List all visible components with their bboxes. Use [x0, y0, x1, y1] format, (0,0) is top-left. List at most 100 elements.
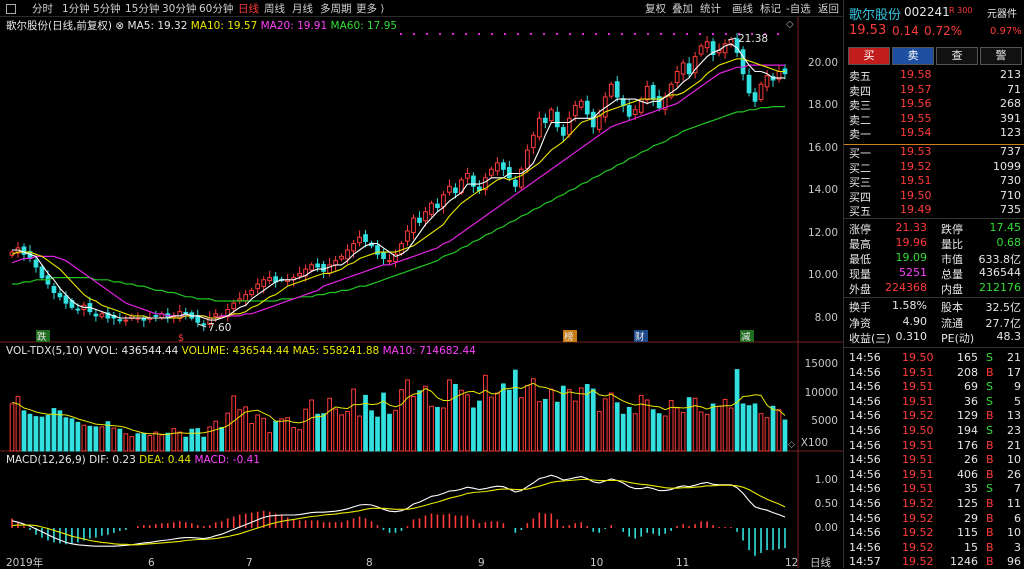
tab-more[interactable]: 更多 ⟩ — [356, 3, 385, 15]
bid-label: 买四 — [849, 190, 871, 204]
reference-dot — [582, 33, 584, 35]
candle — [734, 38, 740, 53]
reference-dot — [478, 33, 480, 35]
candle — [501, 162, 506, 170]
stat-value: 212176 — [979, 281, 1021, 294]
volume-bar — [566, 389, 572, 452]
stat-label: 跌停 — [941, 223, 963, 236]
candle — [231, 302, 237, 310]
event-marker-finance[interactable] — [634, 330, 648, 342]
stat-label: 量比 — [941, 238, 963, 251]
volume-bar — [758, 413, 764, 452]
event-marker-dollar-label[interactable]: $ — [178, 333, 184, 344]
volume-bar — [333, 408, 338, 452]
stat-label: 总量 — [941, 268, 963, 281]
dif-label: DIF: 0.23 — [89, 454, 136, 466]
mark-button[interactable]: 标记 — [760, 3, 781, 15]
volume-bar — [75, 421, 81, 452]
arrow-icon[interactable]: ◇ — [788, 440, 795, 450]
fuquan-button[interactable]: 复权 — [645, 3, 666, 15]
volume-bar — [716, 405, 722, 452]
volume-bar — [291, 426, 296, 452]
tick-row: 14:56 19.52 29 B 6 — [844, 512, 1024, 526]
volume-bar — [608, 392, 614, 452]
tab-15min[interactable]: 15分钟 — [125, 3, 160, 15]
volume-bar — [393, 409, 398, 452]
stat-value: 21.33 — [895, 221, 928, 234]
collapse-icon[interactable]: ⊗ — [115, 20, 125, 32]
event-marker-rank[interactable] — [563, 330, 577, 342]
tab-30min[interactable]: 30分钟 — [162, 3, 197, 15]
ma10-line — [11, 58, 785, 319]
ask-price: 19.54 — [900, 126, 932, 140]
event-marker-fall[interactable] — [36, 330, 50, 342]
volume-bar — [477, 400, 482, 452]
volume-bar — [201, 436, 207, 452]
candle — [572, 105, 578, 117]
volume-bar — [435, 406, 440, 452]
vol-tick: 5000 — [811, 415, 838, 427]
tick-side: B — [986, 526, 994, 540]
reference-dot — [621, 33, 623, 35]
candle — [255, 283, 261, 290]
ask-row: 卖二 19.55 391 — [844, 112, 1024, 127]
volume-bar — [614, 402, 620, 452]
tab-5min[interactable]: 5分钟 — [93, 3, 121, 15]
tab-weekly[interactable]: 周线 — [264, 3, 285, 15]
tick-count: 21 — [1007, 438, 1021, 452]
candle — [345, 249, 350, 260]
tick-price: 19.51 — [902, 394, 934, 408]
tab-multi-period[interactable]: 多周期 — [320, 3, 352, 15]
volume-bar — [656, 413, 662, 452]
alert-button[interactable]: 警 — [980, 47, 1022, 65]
stat-row: 涨停 21.33 跌停 17.45 — [844, 221, 1024, 236]
reference-dot — [413, 33, 415, 35]
volume-bar — [33, 416, 39, 452]
back-button[interactable]: 返回 — [818, 3, 839, 15]
volume-bar — [27, 413, 33, 452]
volume-bar — [177, 431, 183, 452]
candle — [381, 252, 386, 260]
query-button[interactable]: 查 — [936, 47, 978, 65]
stat-label: 收益(三) — [849, 332, 891, 345]
volume-bar — [584, 383, 590, 452]
tab-60min[interactable]: 60分钟 — [199, 3, 234, 15]
tick-row: 14:56 19.51 26 B 10 — [844, 453, 1024, 467]
candle — [387, 260, 392, 263]
tick-price: 19.50 — [902, 424, 934, 437]
stats-button[interactable]: 统计 — [700, 3, 721, 15]
tick-time: 14:56 — [849, 365, 881, 379]
reference-dot — [673, 33, 675, 35]
ask-row: 卖四 19.57 71 — [844, 82, 1024, 98]
buy-button[interactable]: 买 — [848, 47, 890, 65]
overlay-button[interactable]: 叠加 — [672, 3, 693, 15]
tick-price: 19.51 — [902, 380, 934, 394]
event-marker-reduce[interactable] — [740, 330, 754, 342]
volume-bar — [692, 397, 698, 452]
watchlist-button[interactable]: -自选 — [786, 3, 811, 15]
sector-label[interactable]: 元器件 — [987, 9, 1017, 20]
ask-volume: 71 — [1007, 82, 1021, 96]
diamond-icon[interactable]: ◇ — [786, 19, 794, 30]
volume-bar — [249, 422, 255, 452]
price-tick: 16.00 — [808, 142, 838, 154]
volume-bar — [93, 426, 99, 452]
volume-bar — [483, 374, 488, 452]
tick-volume: 69 — [964, 380, 978, 394]
draw-button[interactable]: 画线 — [732, 3, 753, 15]
high-annotation: 21.38 — [738, 33, 768, 45]
kline-chart[interactable]: 20.00 18.00 16.00 14.00 12.00 10.00 8.00… — [0, 0, 843, 568]
volume-bar — [345, 410, 350, 452]
menu-icon[interactable] — [6, 4, 16, 14]
tab-daily[interactable]: 日线 — [238, 3, 259, 15]
tab-fenshi[interactable]: 分时 — [32, 3, 53, 15]
ask-row: 卖三 19.56 268 — [844, 97, 1024, 112]
tick-count: 9 — [1014, 380, 1021, 394]
stat-value: 436544 — [979, 266, 1021, 279]
sell-button[interactable]: 卖 — [892, 47, 934, 65]
tab-monthly[interactable]: 月线 — [292, 3, 313, 15]
tab-1min[interactable]: 1分钟 — [62, 3, 90, 15]
event-marker-finance-label: 财 — [635, 331, 645, 343]
date-tick: 日线 — [810, 556, 831, 568]
volume-bar — [225, 412, 231, 452]
